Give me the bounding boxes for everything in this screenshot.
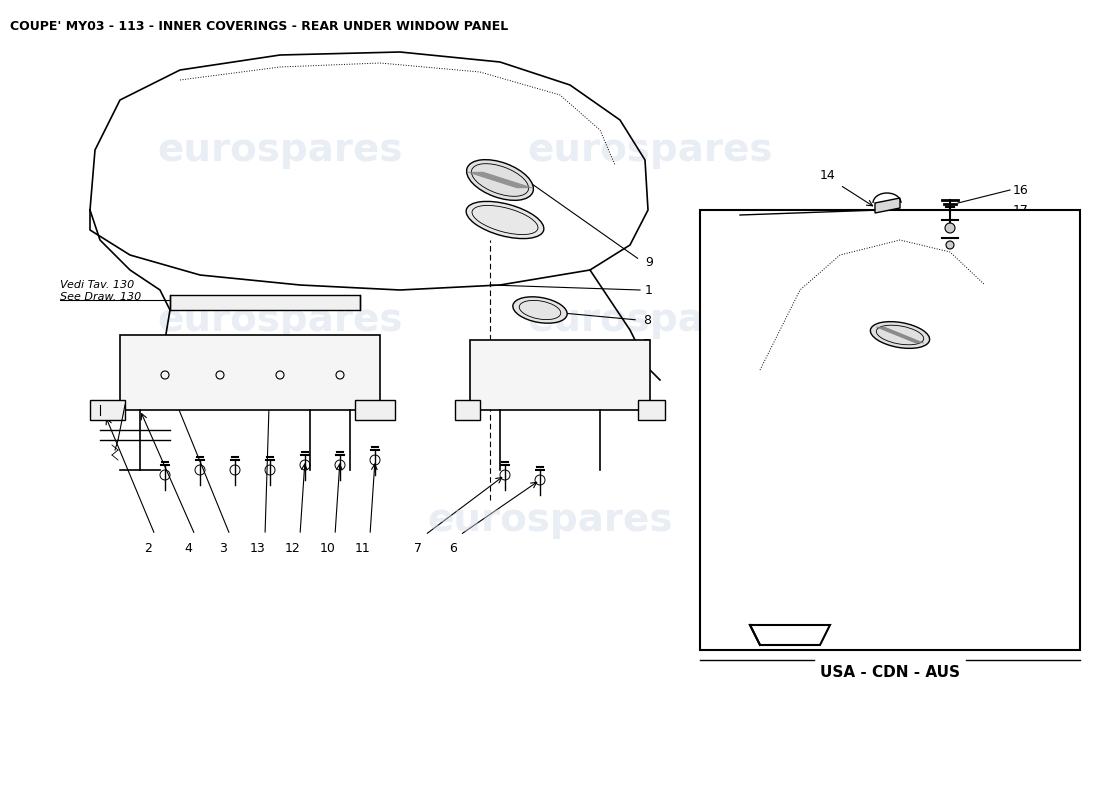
Text: 6: 6 — [449, 542, 456, 555]
Circle shape — [946, 241, 954, 249]
Ellipse shape — [870, 322, 930, 348]
Circle shape — [945, 223, 955, 233]
Text: 15: 15 — [862, 226, 878, 238]
Text: eurospares: eurospares — [157, 301, 403, 339]
Polygon shape — [730, 225, 1010, 480]
Ellipse shape — [466, 202, 543, 238]
Text: 10: 10 — [320, 542, 336, 555]
Polygon shape — [90, 52, 648, 290]
Polygon shape — [750, 625, 830, 645]
Bar — [700, 210, 1080, 650]
Text: 2: 2 — [144, 542, 152, 555]
Text: 14: 14 — [820, 169, 835, 182]
Text: 11: 11 — [355, 542, 371, 555]
Polygon shape — [355, 400, 395, 420]
Text: 7: 7 — [414, 542, 422, 555]
Text: 16: 16 — [1013, 183, 1028, 197]
Text: 17: 17 — [1013, 203, 1028, 217]
Text: Vedi Tav. 130: Vedi Tav. 130 — [60, 280, 134, 290]
Text: eurospares: eurospares — [157, 131, 403, 169]
Text: eurospares: eurospares — [527, 301, 772, 339]
Text: 3: 3 — [219, 542, 227, 555]
Polygon shape — [455, 400, 480, 420]
Text: USA - CDN - AUS: USA - CDN - AUS — [820, 665, 960, 680]
Text: 9: 9 — [645, 257, 653, 270]
Text: COUPE' MY03 - 113 - INNER COVERINGS - REAR UNDER WINDOW PANEL: COUPE' MY03 - 113 - INNER COVERINGS - RE… — [10, 20, 508, 33]
Text: 5: 5 — [644, 338, 651, 351]
Text: 13: 13 — [250, 542, 266, 555]
Text: See Draw. 130: See Draw. 130 — [60, 292, 141, 302]
Polygon shape — [90, 400, 125, 420]
Text: eurospares: eurospares — [527, 131, 772, 169]
Text: 12: 12 — [285, 542, 301, 555]
Text: 19: 19 — [862, 251, 878, 265]
Text: 8: 8 — [644, 314, 651, 326]
Text: 1: 1 — [645, 283, 653, 297]
Ellipse shape — [466, 160, 534, 200]
Text: eurospares: eurospares — [778, 301, 1023, 339]
Polygon shape — [120, 335, 380, 410]
Polygon shape — [874, 198, 900, 213]
Text: eurospares: eurospares — [427, 501, 673, 539]
Ellipse shape — [513, 297, 568, 323]
Polygon shape — [638, 400, 666, 420]
Polygon shape — [470, 340, 650, 410]
Text: 4: 4 — [184, 542, 191, 555]
Text: 18: 18 — [862, 238, 878, 251]
Polygon shape — [170, 295, 360, 310]
